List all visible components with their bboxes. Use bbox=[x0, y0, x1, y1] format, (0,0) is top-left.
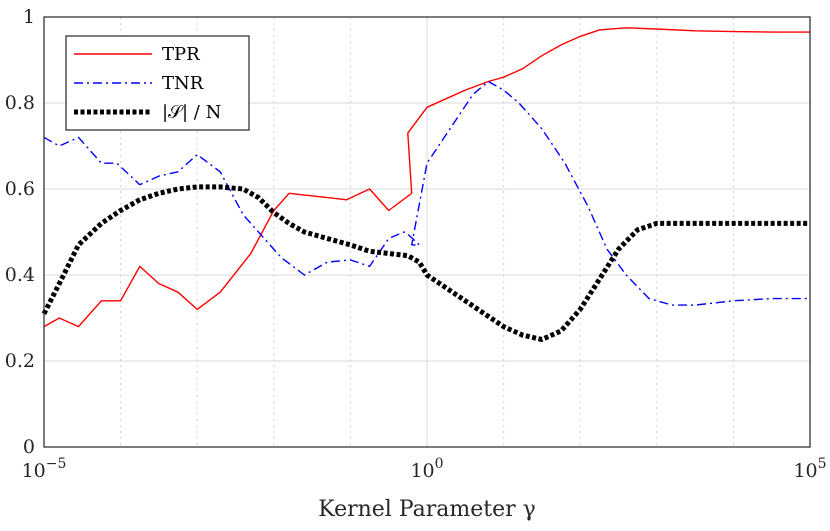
y-tick-label: 0.4 bbox=[5, 264, 35, 286]
x-axis: 10−5 100 105 bbox=[22, 456, 827, 482]
legend-label: |𝒮| / N bbox=[162, 102, 221, 123]
y-tick-label: 0.8 bbox=[5, 92, 35, 114]
x-tick-label: 100 bbox=[410, 456, 443, 482]
x-axis-title: Kernel Parameter γ bbox=[318, 497, 536, 522]
plot-frame bbox=[43, 16, 811, 448]
x-tick-label: 10−5 bbox=[22, 456, 67, 482]
y-tick-label: 0 bbox=[23, 436, 35, 458]
series-line-support-ratio bbox=[41, 184, 810, 342]
legend: TPR TNR |𝒮| / N bbox=[65, 35, 250, 131]
x-tick-label: 105 bbox=[793, 456, 826, 482]
y-tick-label: 0.2 bbox=[5, 350, 35, 372]
y-tick-label: 0.6 bbox=[5, 178, 35, 200]
y-axis: 0 0.2 0.4 0.6 0.8 1 bbox=[5, 6, 35, 458]
legend-label: TNR bbox=[162, 73, 204, 94]
series-group bbox=[41, 27, 810, 342]
series-line-tnr bbox=[43, 80, 810, 306]
y-tick-label: 1 bbox=[23, 6, 35, 28]
legend-label: TPR bbox=[162, 44, 200, 65]
series-line-tpr bbox=[43, 27, 810, 328]
